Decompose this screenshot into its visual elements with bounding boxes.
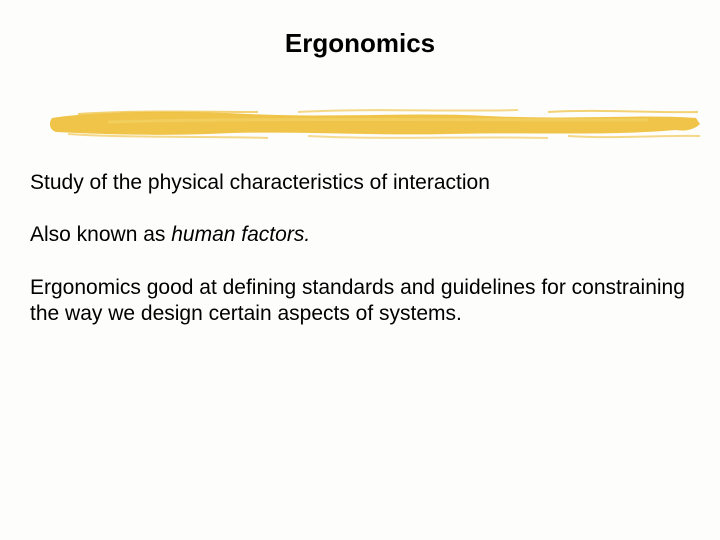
paragraph-1: Study of the physical characteristics of… <box>30 170 690 196</box>
paragraph-2-italic: human factors. <box>171 223 310 246</box>
brush-streak-6 <box>568 136 700 137</box>
brush-underline <box>48 106 704 140</box>
paragraph-2-prefix: Also known as <box>30 223 171 246</box>
slide-title: Ergonomics <box>0 28 720 59</box>
slide-body: Study of the physical characteristics of… <box>30 170 690 353</box>
slide: Ergonomics Study of the physical charact… <box>0 0 720 540</box>
paragraph-3: Ergonomics good at defining standards an… <box>30 275 690 328</box>
brush-streak-3 <box>548 111 698 112</box>
brush-stroke-main <box>50 112 700 135</box>
brush-streak-2 <box>298 110 518 112</box>
brush-streak-5 <box>308 136 548 138</box>
paragraph-2: Also known as human factors. <box>30 222 690 248</box>
